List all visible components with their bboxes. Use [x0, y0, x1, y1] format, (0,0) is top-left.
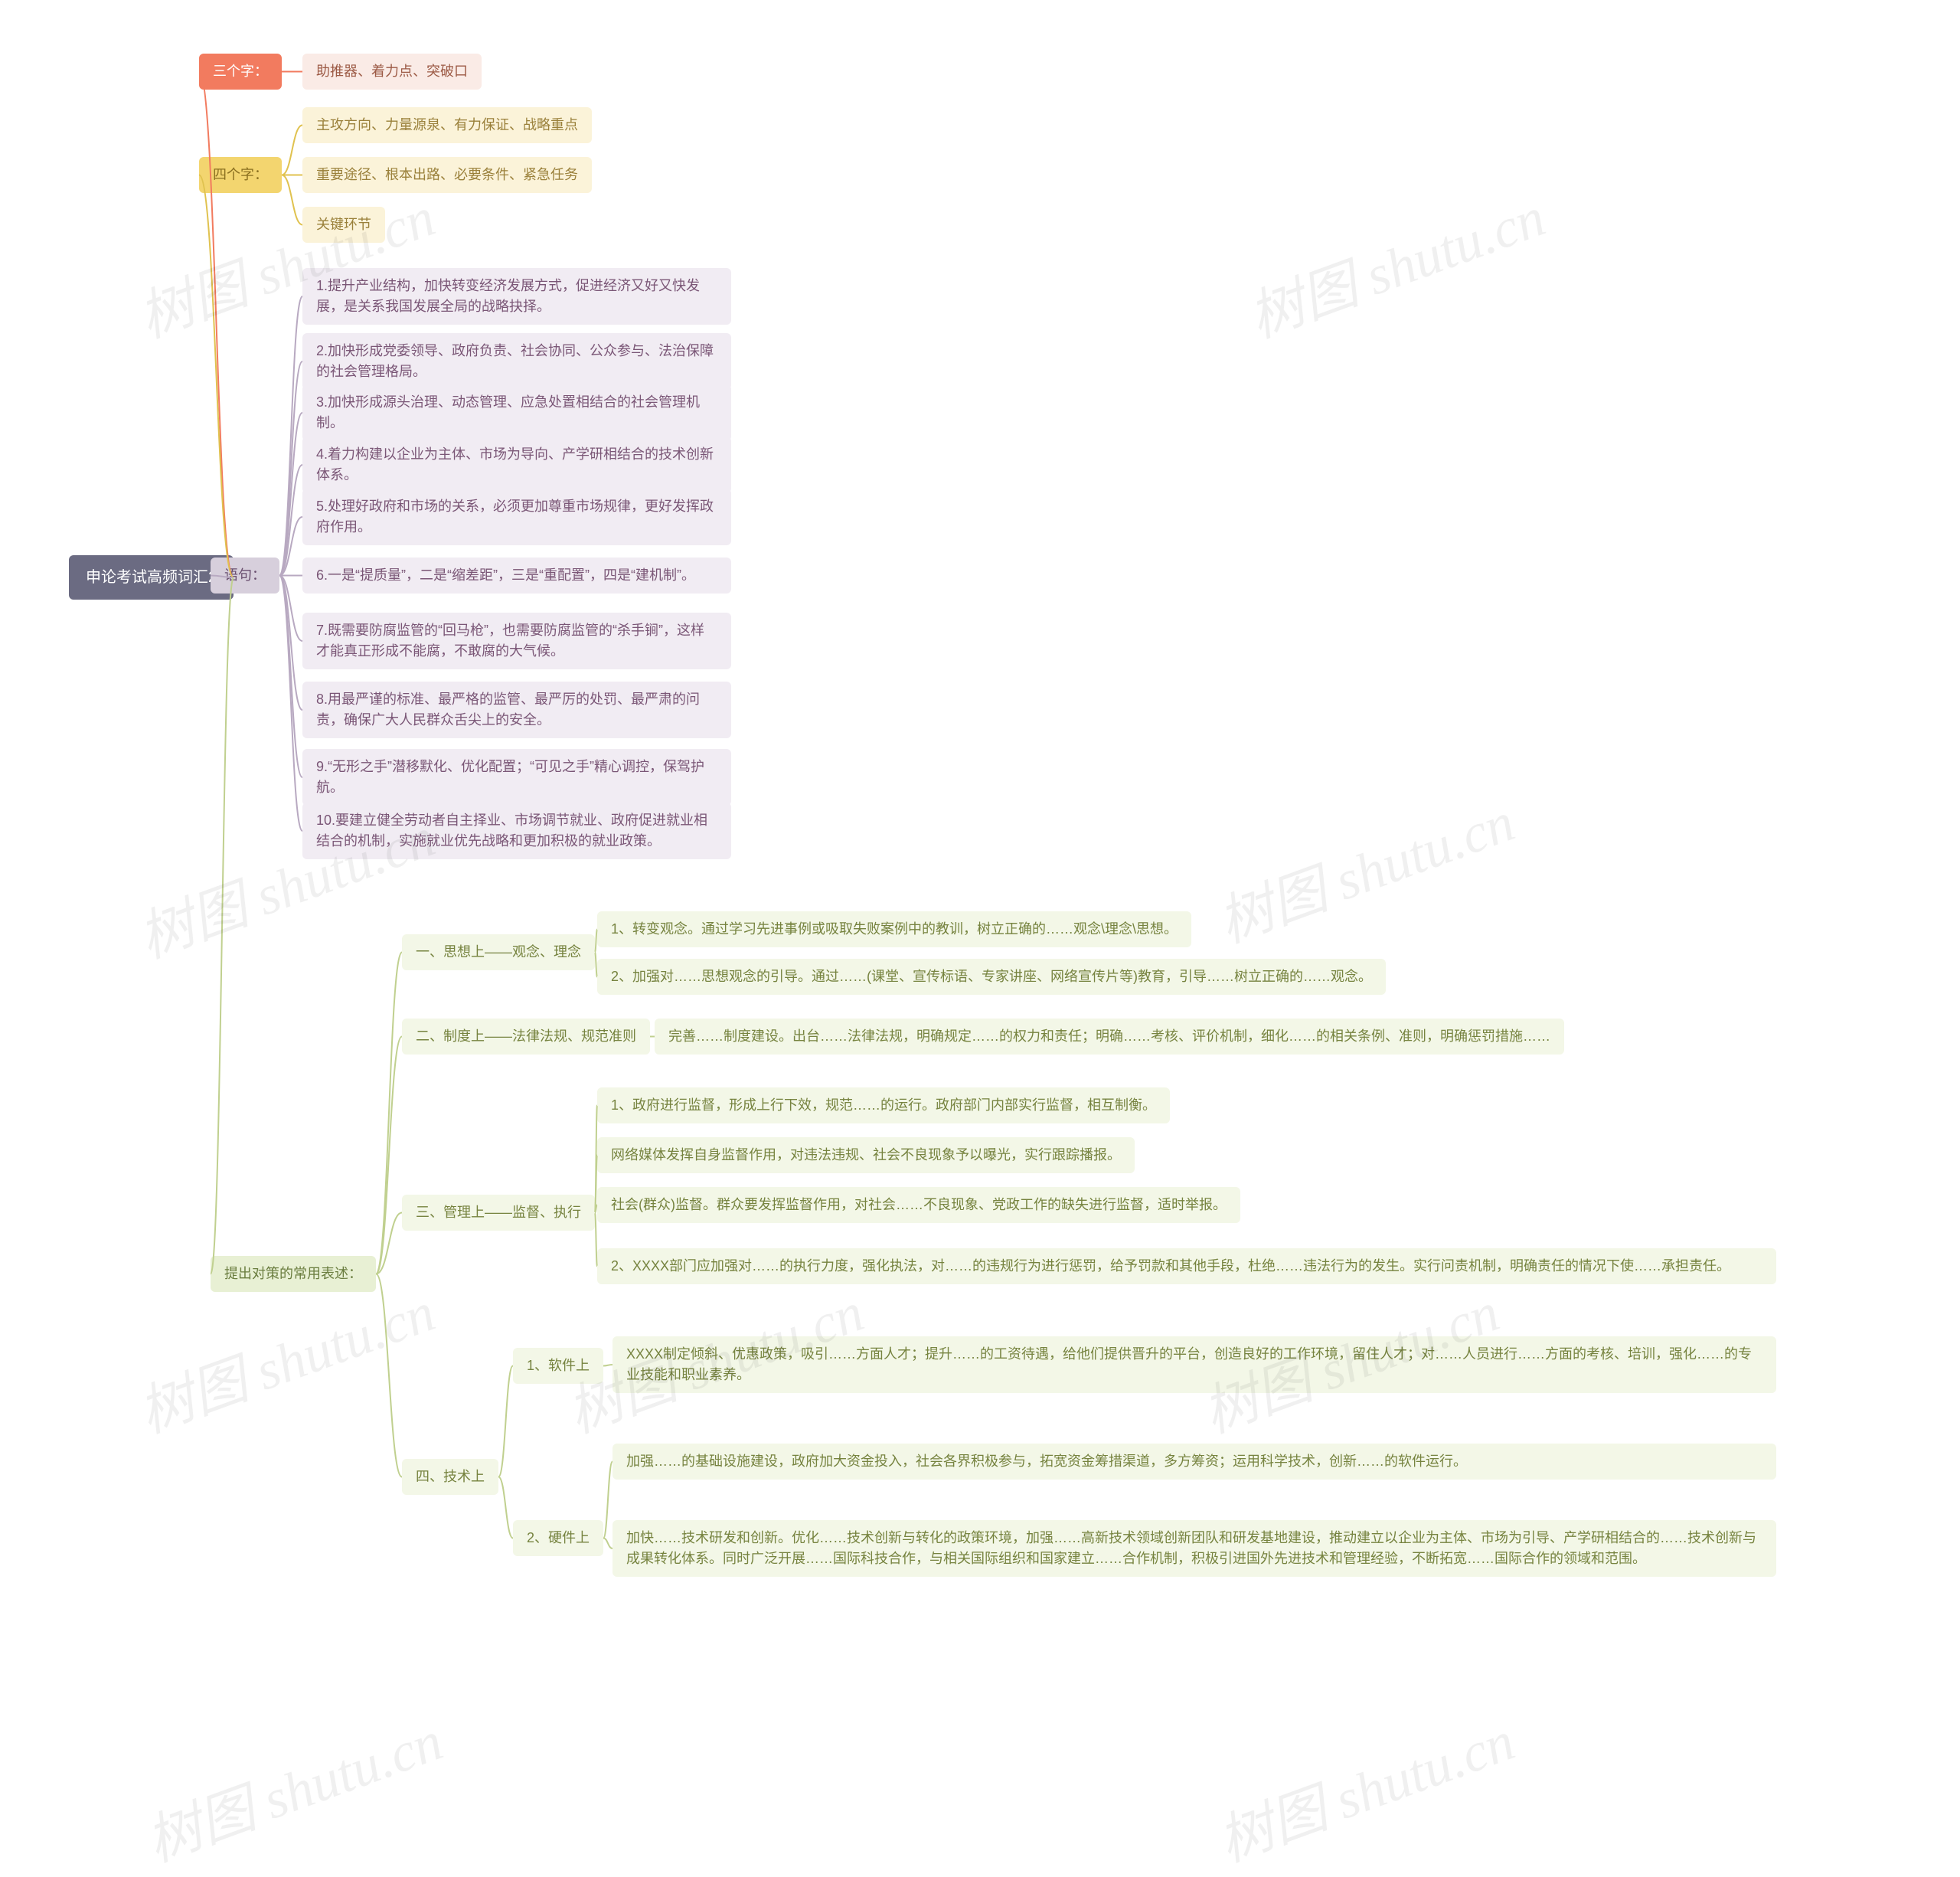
branch-4-sub-3-sub-0[interactable]: 1、软件上	[513, 1348, 603, 1384]
branch-3-leaf-4: 5.处理好政府和市场的关系，必须更加尊重市场规律，更好发挥政府作用。	[302, 489, 731, 545]
branch-4-sub-3-sub-1[interactable]: 2、硬件上	[513, 1520, 603, 1556]
branch-1[interactable]: 三个字：	[199, 54, 282, 90]
branch-4-sub-0-leaf-0: 1、转变观念。通过学习先进事例或吸取失败案例中的教训，树立正确的……观念\理念\…	[597, 911, 1191, 947]
branch-4-sub-3[interactable]: 四、技术上	[402, 1459, 498, 1495]
branch-4-sub-0[interactable]: 一、思想上——观念、理念	[402, 934, 595, 970]
branch-4-sub-2-leaf-1: 网络媒体发挥自身监督作用，对违法违规、社会不良现象予以曝光，实行跟踪播报。	[597, 1137, 1135, 1173]
branch-2[interactable]: 四个字：	[199, 157, 282, 193]
branch-3-leaf-5: 6.一是“提质量”，二是“缩差距”，三是“重配置”，四是“建机制”。	[302, 558, 731, 594]
branch-4-sub-2[interactable]: 三、管理上——监督、执行	[402, 1195, 595, 1231]
branch-3-leaf-9: 10.要建立健全劳动者自主择业、市场调节就业、政府促进就业相结合的机制，实施就业…	[302, 803, 731, 859]
branch-2-leaf-0: 主攻方向、力量源泉、有力保证、战略重点	[302, 107, 592, 143]
branch-4-sub-3-sub-1-leaf-1: 加快……技术研发和创新。优化……技术创新与转化的政策环境，加强……高新技术领域创…	[612, 1520, 1776, 1577]
branch-3-leaf-8: 9.“无形之手”潜移默化、优化配置；“可见之手”精心调控，保驾护航。	[302, 749, 731, 806]
branch-3-leaf-6: 7.既需要防腐监管的“回马枪”，也需要防腐监管的“杀手锏”，这样才能真正形成不能…	[302, 613, 731, 669]
branch-4-sub-3-sub-1-leaf-0: 加强……的基础设施建设，政府加大资金投入，社会各界积极参与，拓宽资金筹措渠道，多…	[612, 1444, 1776, 1480]
branch-4-sub-2-leaf-2: 社会(群众)监督。群众要发挥监督作用，对社会……不良现象、党政工作的缺失进行监督…	[597, 1187, 1240, 1223]
branch-4-sub-0-leaf-1: 2、加强对……思想观念的引导。通过……(课堂、宣传标语、专家讲座、网络宣传片等)…	[597, 959, 1386, 995]
branch-4-sub-2-leaf-3: 2、XXXX部门应加强对……的执行力度，强化执法，对……的违规行为进行惩罚，给予…	[597, 1248, 1776, 1284]
root-node[interactable]: 申论考试高频词汇2	[69, 555, 234, 600]
branch-3-leaf-1: 2.加快形成党委领导、政府负责、社会协同、公众参与、法治保障的社会管理格局。	[302, 333, 731, 390]
branch-4[interactable]: 提出对策的常用表述：	[211, 1256, 376, 1292]
branch-2-leaf-2: 关键环节	[302, 207, 385, 243]
branch-4-sub-1[interactable]: 二、制度上——法律法规、规范准则	[402, 1019, 650, 1055]
branch-4-sub-1-tail: 完善……制度建设。出台……法律法规，明确规定……的权力和责任；明确……考核、评价…	[655, 1019, 1564, 1055]
branch-2-leaf-1: 重要途径、根本出路、必要条件、紧急任务	[302, 157, 592, 193]
branch-4-sub-3-sub-0-tail: XXXX制定倾斜、优惠政策，吸引……方面人才；提升……的工资待遇，给他们提供晋升…	[612, 1336, 1776, 1393]
branch-3[interactable]: 语句：	[211, 558, 279, 594]
branch-3-leaf-7: 8.用最严谨的标准、最严格的监管、最严厉的处罚、最严肃的问责，确保广大人民群众舌…	[302, 682, 731, 738]
branch-3-leaf-0: 1.提升产业结构，加快转变经济发展方式，促进经济又好又快发展，是关系我国发展全局…	[302, 268, 731, 325]
branch-3-leaf-3: 4.着力构建以企业为主体、市场为导向、产学研相结合的技术创新体系。	[302, 437, 731, 493]
branch-4-sub-2-leaf-0: 1、政府进行监督，形成上行下效，规范……的运行。政府部门内部实行监督，相互制衡。	[597, 1087, 1170, 1123]
branch-3-leaf-2: 3.加快形成源头治理、动态管理、应急处置相结合的社会管理机制。	[302, 384, 731, 441]
branch-1-leaf: 助推器、着力点、突破口	[302, 54, 482, 90]
